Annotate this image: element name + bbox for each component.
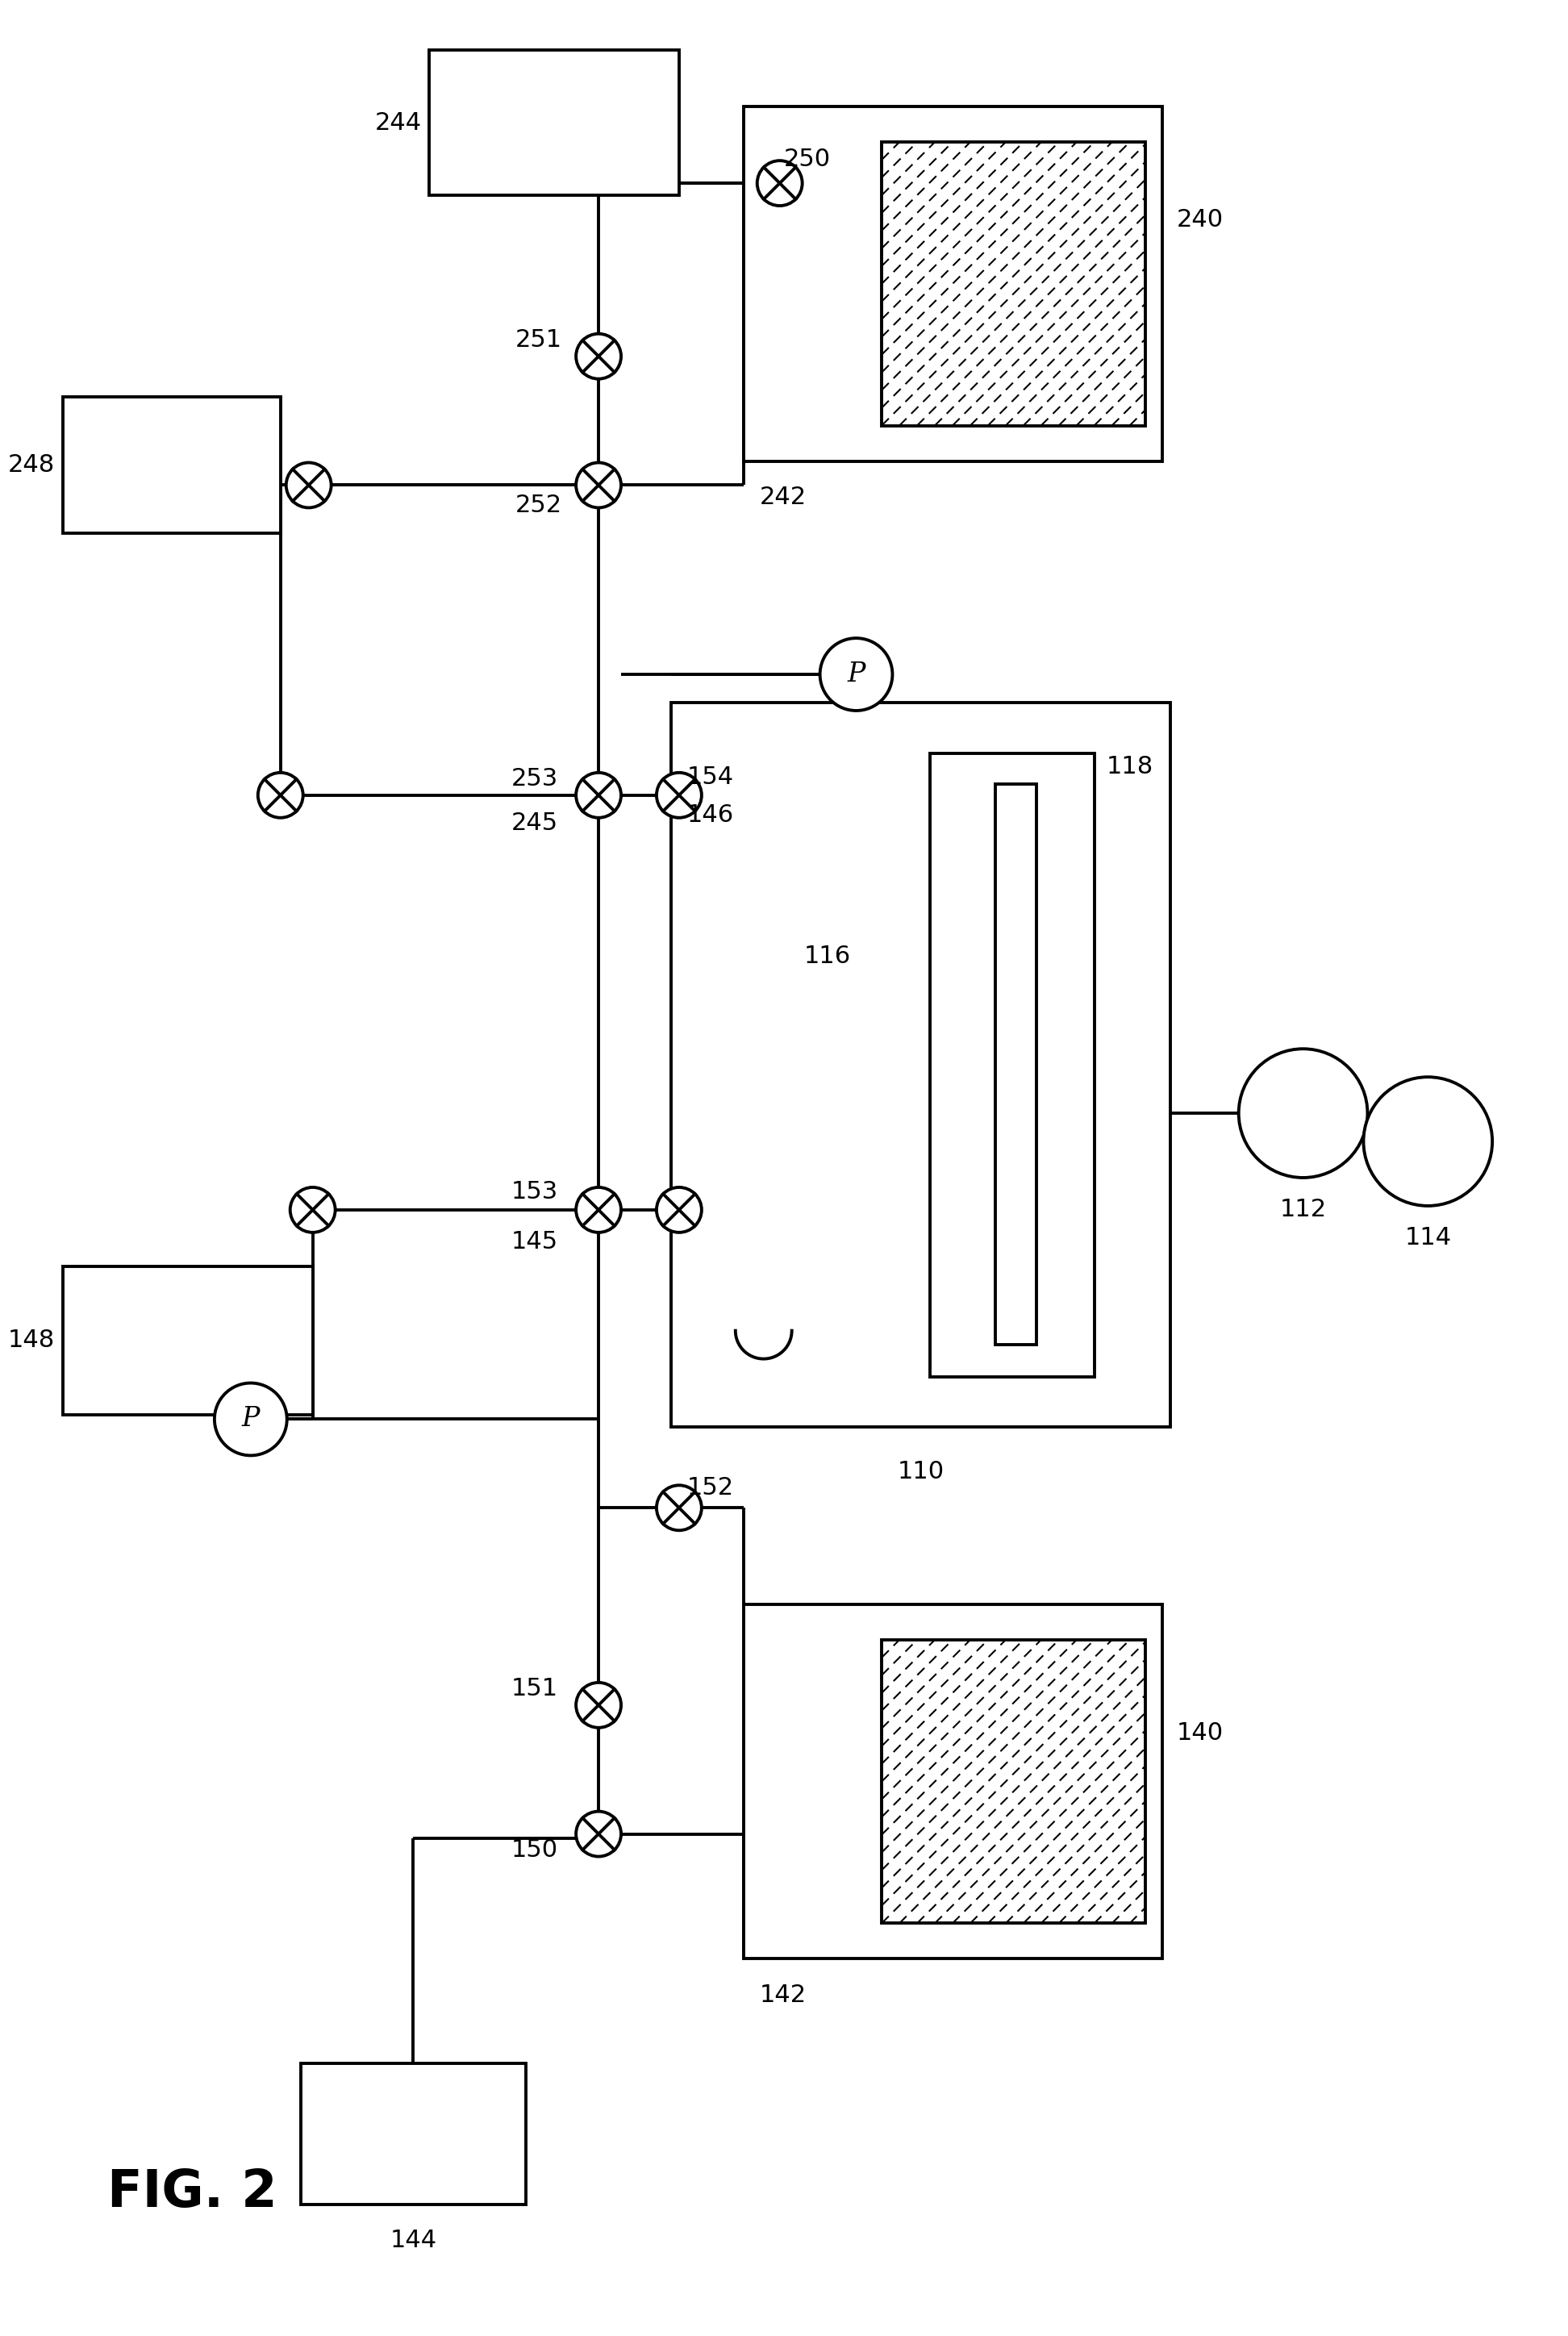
Text: FIG. 2: FIG. 2 [107,2168,278,2217]
Circle shape [290,1187,336,1233]
Text: 251: 251 [516,329,563,353]
Circle shape [1239,1049,1367,1177]
Bar [671,703,1170,1427]
Circle shape [575,1187,621,1233]
Text: 118: 118 [1107,755,1154,778]
Text: P: P [847,661,866,687]
Text: 116: 116 [804,944,851,967]
Text: 240: 240 [1176,208,1223,231]
Text: 154: 154 [687,766,734,790]
Text: P: P [241,1406,260,1432]
Circle shape [215,1383,287,1455]
Circle shape [575,1682,621,1729]
Circle shape [259,773,303,818]
Text: 146: 146 [687,804,734,827]
Bar [881,1640,1146,1923]
Text: 142: 142 [759,1983,806,2007]
Circle shape [575,773,621,818]
Bar [63,1266,312,1416]
Text: 112: 112 [1279,1198,1327,1222]
Text: 244: 244 [375,112,422,135]
Circle shape [657,1486,701,1530]
Bar [301,2063,527,2205]
Text: 140: 140 [1176,1722,1223,1745]
Text: 245: 245 [511,811,558,834]
Circle shape [757,161,803,206]
Text: 151: 151 [511,1677,558,1701]
Bar [881,142,1146,425]
Circle shape [657,1187,701,1233]
Text: 253: 253 [511,766,558,792]
Bar [63,397,281,533]
Text: 153: 153 [511,1180,558,1203]
Text: 114: 114 [1405,1226,1452,1250]
Bar [930,752,1094,1376]
Circle shape [657,773,701,818]
Text: 152: 152 [687,1476,734,1500]
Text: 250: 250 [784,147,831,171]
Circle shape [575,334,621,378]
Text: 252: 252 [516,493,563,516]
Circle shape [575,1810,621,1857]
Text: 148: 148 [8,1329,55,1353]
Circle shape [1364,1077,1493,1205]
Circle shape [285,463,331,507]
Bar [743,1605,1162,1960]
Text: 242: 242 [759,486,806,509]
Circle shape [820,638,892,710]
Text: 248: 248 [8,453,55,477]
Text: 144: 144 [390,2229,437,2252]
Text: 150: 150 [511,1838,558,1862]
Bar [996,785,1036,1343]
Circle shape [575,463,621,507]
Bar [743,107,1162,460]
Text: 145: 145 [511,1231,558,1254]
Text: 110: 110 [897,1460,944,1483]
Bar [430,51,679,196]
